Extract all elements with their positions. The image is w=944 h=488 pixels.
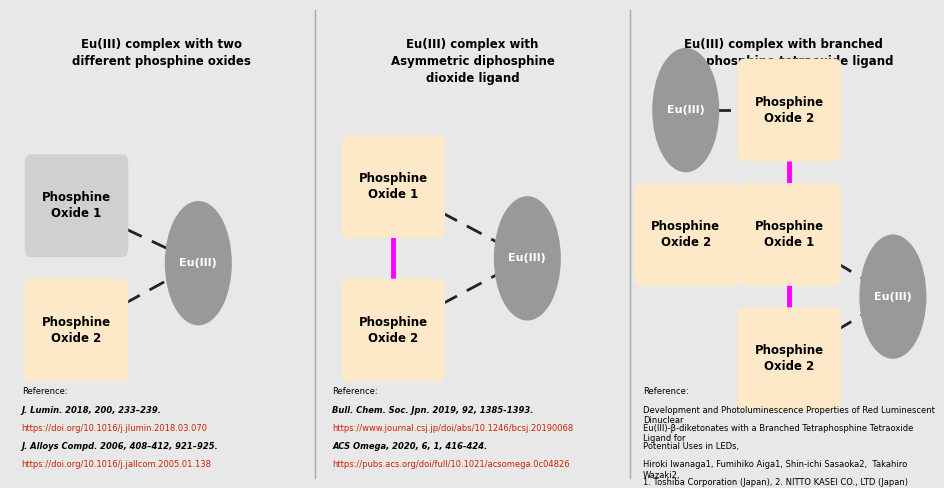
Ellipse shape [494,196,560,321]
Text: https://doi.org/10.1016/j.jallcom.2005.01.138: https://doi.org/10.1016/j.jallcom.2005.0… [22,460,211,469]
Text: Phosphine
Oxide 2: Phosphine Oxide 2 [42,316,110,345]
Text: Phosphine
Oxide 2: Phosphine Oxide 2 [359,316,428,345]
Text: Eu(III): Eu(III) [508,253,546,264]
Text: Eu(III) complex with branched
tetraphosphine tetraoxide ligand: Eu(III) complex with branched tetraphosp… [672,39,892,68]
Text: Reference:: Reference: [643,387,688,396]
FancyBboxPatch shape [633,183,736,286]
Ellipse shape [651,48,718,172]
FancyBboxPatch shape [736,307,840,410]
Text: Phosphine
Oxide 1: Phosphine Oxide 1 [42,191,110,220]
Text: Eu(III): Eu(III) [873,292,911,302]
Text: Reference:: Reference: [332,387,378,396]
Text: https://pubs.acs.org/doi/full/10.1021/acsomega.0c04826: https://pubs.acs.org/doi/full/10.1021/ac… [332,460,569,469]
Text: Reference:: Reference: [22,387,67,396]
Text: Development and Photoluminescence Properties of Red Luminescent Dinuclear: Development and Photoluminescence Proper… [643,406,934,425]
Text: Bull. Chem. Soc. Jpn. 2019, 92, 1385-1393.: Bull. Chem. Soc. Jpn. 2019, 92, 1385-139… [332,406,533,415]
Text: Phosphine
Oxide 1: Phosphine Oxide 1 [754,220,823,249]
Text: 1. Toshiba Corporation (Japan), 2. NITTO KASEI CO., LTD (Japan): 1. Toshiba Corporation (Japan), 2. NITTO… [643,478,907,488]
FancyBboxPatch shape [736,183,840,286]
FancyBboxPatch shape [341,135,445,238]
Text: J. Alloys Compd. 2006, 408–412, 921–925.: J. Alloys Compd. 2006, 408–412, 921–925. [22,442,218,451]
FancyBboxPatch shape [25,279,128,382]
Ellipse shape [164,201,231,325]
Text: https://www.journal.csj.jp/doi/abs/10.1246/bcsj.20190068: https://www.journal.csj.jp/doi/abs/10.12… [332,424,573,433]
Text: Eu(III): Eu(III) [666,105,704,115]
Text: Eu(III) complex with two
different phosphine oxides: Eu(III) complex with two different phosp… [73,39,251,68]
Text: Eu(III)-β-diketonates with a Branched Tetraphosphine Tetraoxide Ligand for: Eu(III)-β-diketonates with a Branched Te… [643,424,913,443]
FancyBboxPatch shape [736,59,840,162]
Text: J. Lumin. 2018, 200, 233–239.: J. Lumin. 2018, 200, 233–239. [22,406,161,415]
Text: Potential Uses in LEDs,: Potential Uses in LEDs, [643,442,738,451]
Text: Phosphine
Oxide 2: Phosphine Oxide 2 [754,344,823,373]
Text: Phosphine
Oxide 1: Phosphine Oxide 1 [359,172,428,201]
Ellipse shape [858,234,925,359]
FancyBboxPatch shape [25,154,128,257]
FancyBboxPatch shape [341,279,445,382]
Text: Hiroki Iwanaga1, Fumihiko Aiga1, Shin-ichi Sasaoka2,  Takahiro Wazaki2,: Hiroki Iwanaga1, Fumihiko Aiga1, Shin-ic… [643,460,906,480]
Text: Eu(III): Eu(III) [179,258,217,268]
Text: Eu(III) complex with
Asymmetric diphosphine
dioxide ligand: Eu(III) complex with Asymmetric diphosph… [390,39,554,85]
Text: ACS Omega, 2020, 6, 1, 416-424.: ACS Omega, 2020, 6, 1, 416-424. [332,442,487,451]
Text: Phosphine
Oxide 2: Phosphine Oxide 2 [650,220,719,249]
Text: https://doi.org/10.1016/j.jlumin.2018.03.070: https://doi.org/10.1016/j.jlumin.2018.03… [22,424,208,433]
Text: Phosphine
Oxide 2: Phosphine Oxide 2 [754,96,823,124]
